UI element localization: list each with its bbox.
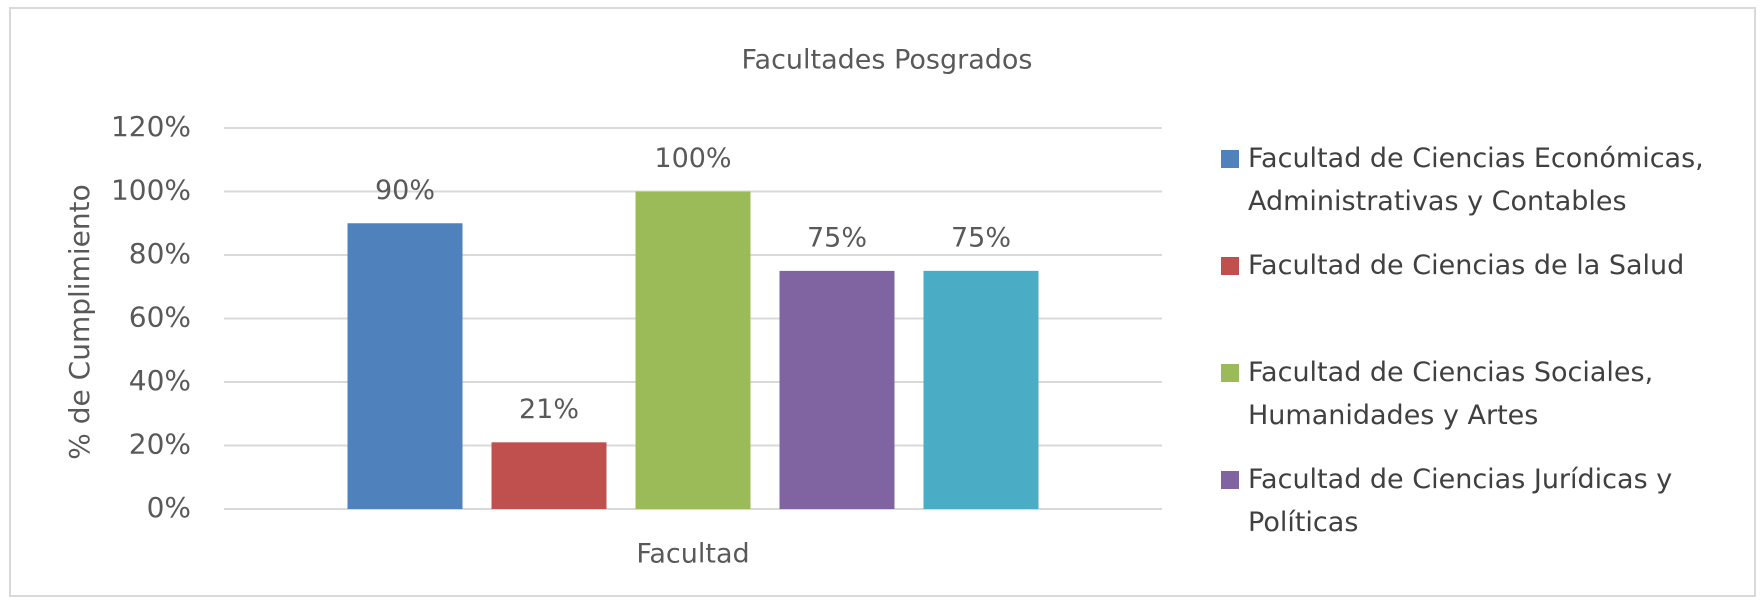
y-tick-label: 20% <box>129 428 191 461</box>
legend-swatch <box>1221 471 1239 489</box>
bar <box>491 442 607 509</box>
y-tick-label: 80% <box>129 237 191 270</box>
bar <box>347 223 463 509</box>
legend-swatch <box>1221 257 1239 275</box>
data-label: 100% <box>654 143 731 174</box>
legend-entry: Facultad de Ciencias de la Salud <box>1248 250 1685 281</box>
bar <box>923 270 1039 509</box>
data-label: 21% <box>519 394 579 425</box>
y-tick-label: 40% <box>129 364 191 397</box>
legend-entry: Facultad de Ciencias Económicas, Adminis… <box>1248 143 1704 217</box>
x-axis-label: Facultad <box>636 539 749 570</box>
chart-title: Facultades Posgrados <box>741 45 1032 76</box>
y-tick-label: 60% <box>129 301 191 334</box>
y-tick-label: 0% <box>147 491 191 524</box>
legend-entry: Facultad de Ciencias Sociales, Humanidad… <box>1248 357 1654 431</box>
data-label: 90% <box>375 175 435 206</box>
legend-entry: Facultad de Ciencias Jurídicas y Polític… <box>1248 464 1673 538</box>
y-tick-label: 100% <box>111 174 191 207</box>
legend-label: Facultad de Ciencias de la Salud <box>1248 250 1685 281</box>
legend-swatch <box>1221 150 1239 168</box>
y-tick-label: 120% <box>111 110 191 143</box>
data-label: 75% <box>807 222 867 253</box>
y-axis-label: % de Cumplimiento <box>63 184 96 459</box>
bar <box>779 270 895 509</box>
bar <box>635 191 751 509</box>
data-label: 75% <box>951 222 1011 253</box>
legend-label: Facultad de Ciencias Jurídicas y Polític… <box>1248 464 1673 538</box>
legend-swatch <box>1221 364 1239 382</box>
legend-label: Facultad de Ciencias Sociales, Humanidad… <box>1248 357 1654 431</box>
legend-label: Facultad de Ciencias Económicas, Adminis… <box>1248 143 1704 217</box>
